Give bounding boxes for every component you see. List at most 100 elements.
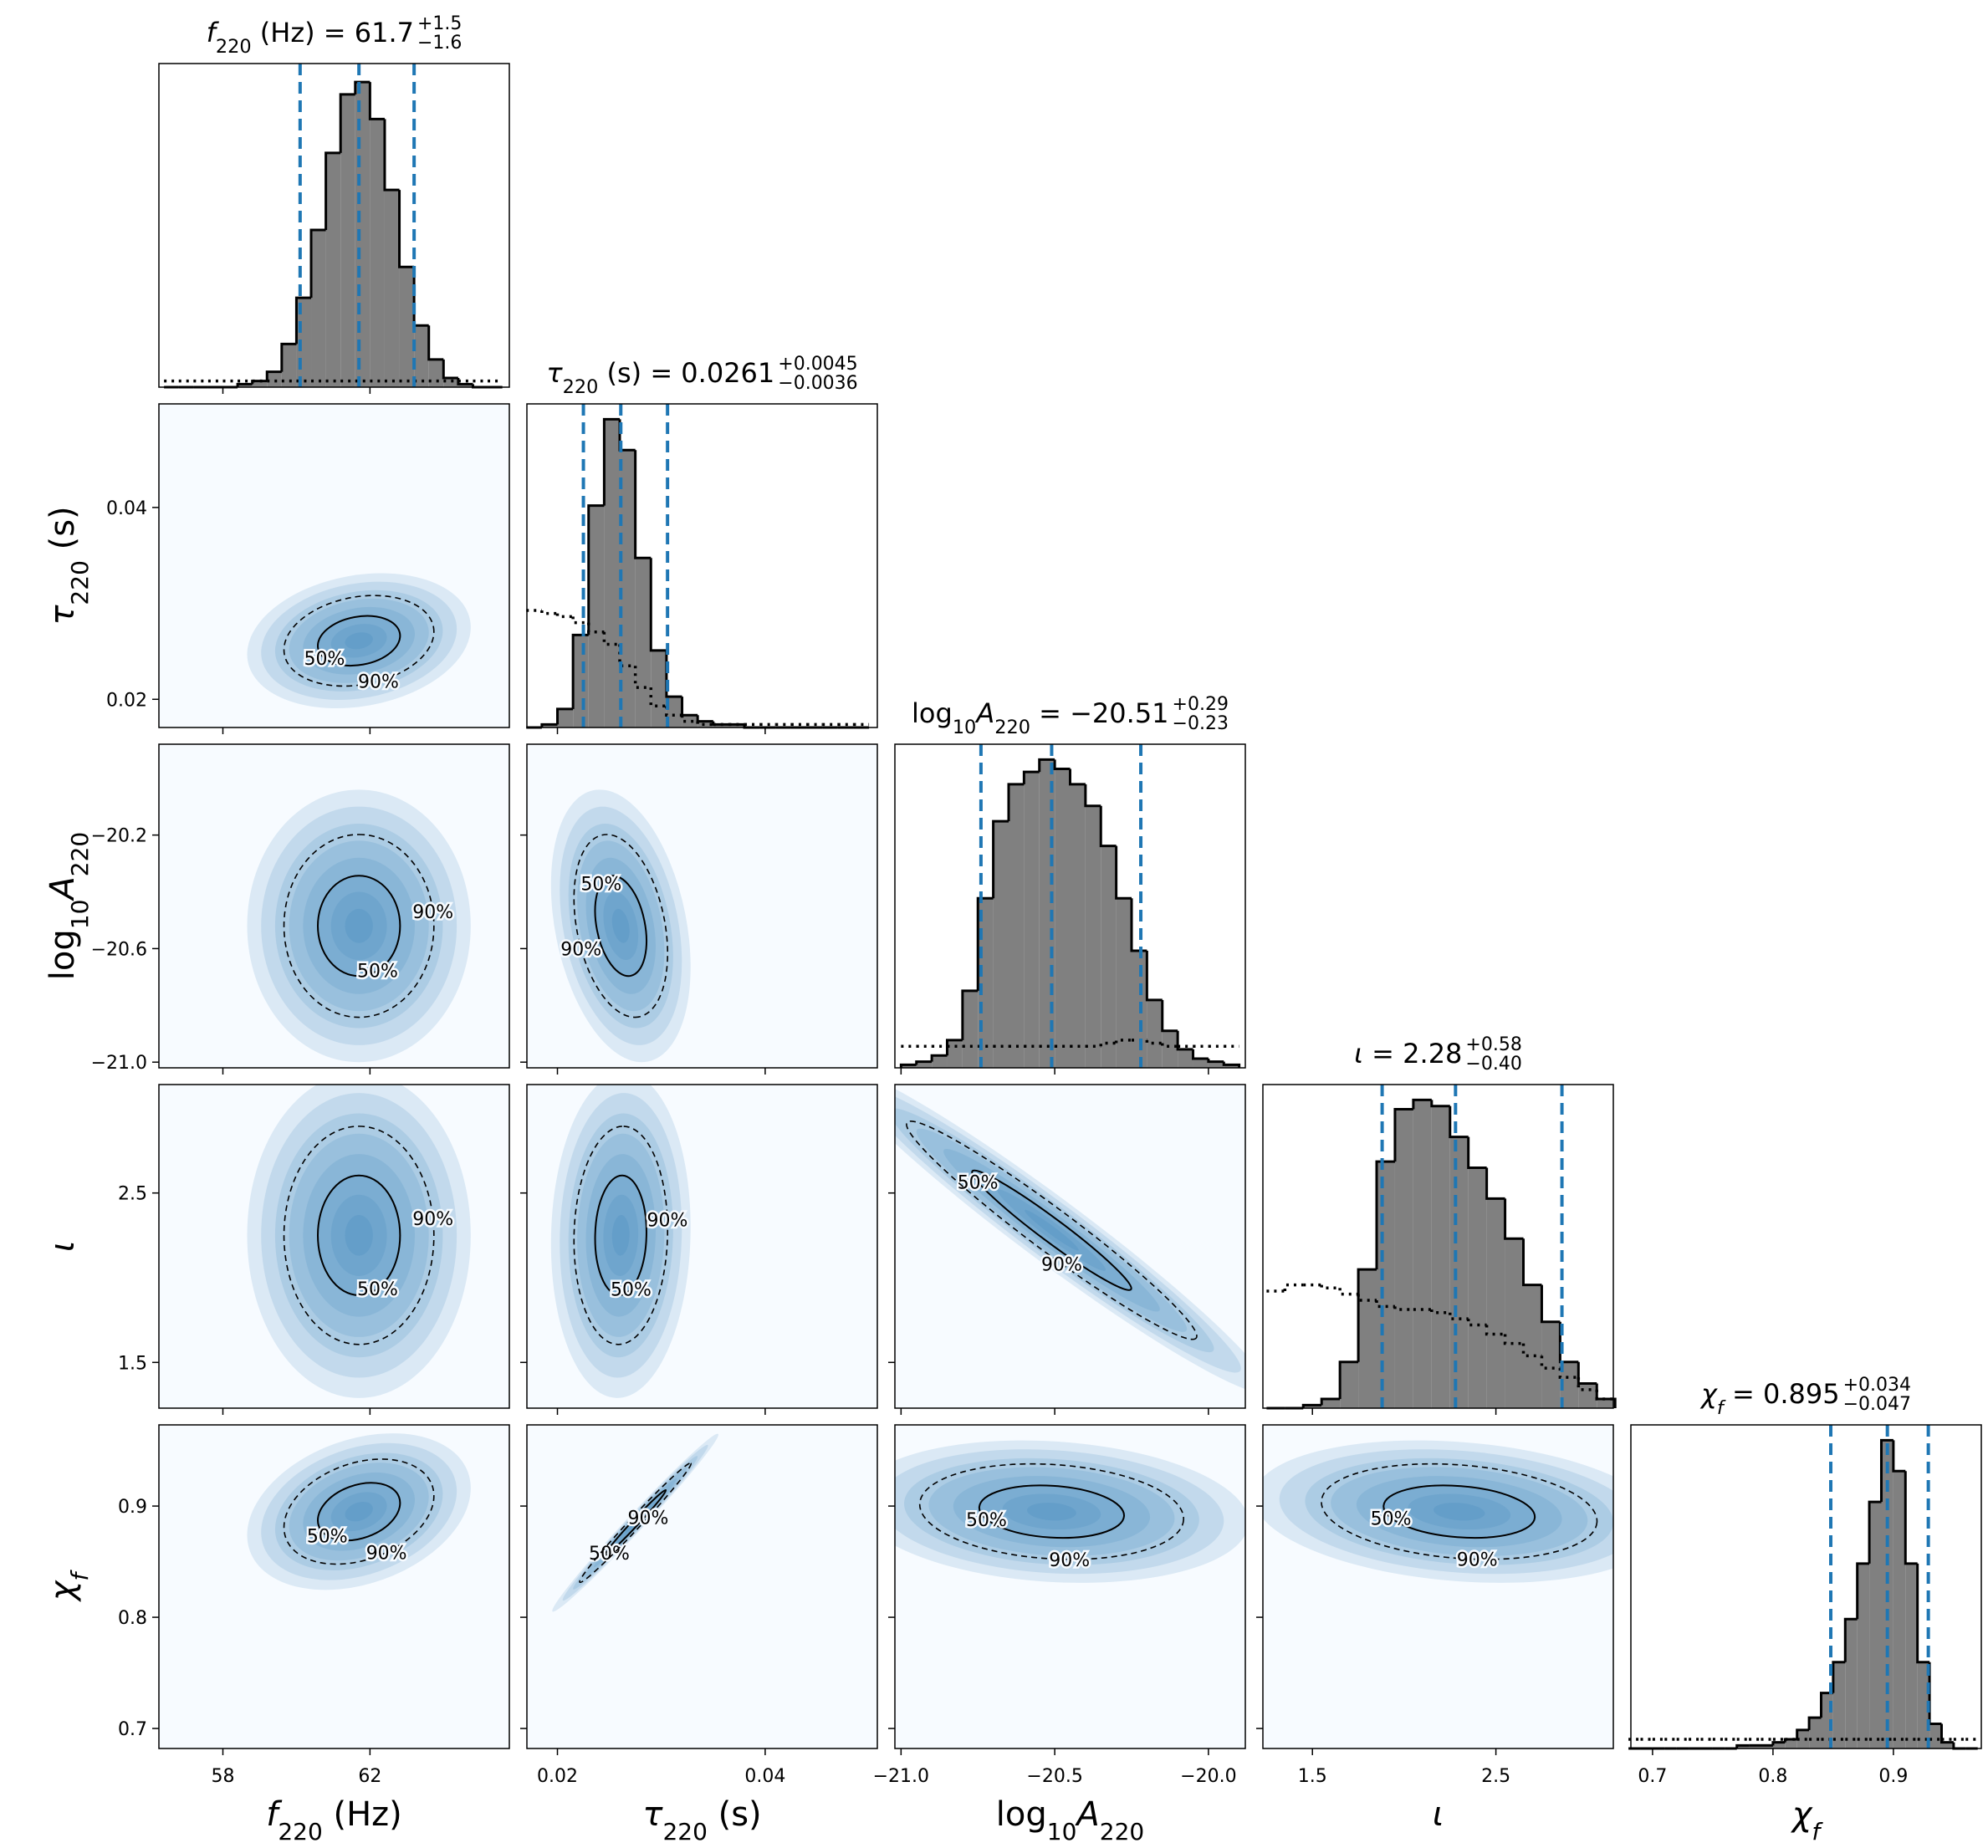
x-axis-label: f220 (Hz) — [266, 1795, 402, 1845]
hist-bar — [1449, 1136, 1469, 1408]
prior-step — [633, 666, 652, 689]
x-axis-label: τ220 (s) — [642, 1795, 761, 1845]
contour-label: 90% — [412, 1209, 453, 1230]
hist-step — [976, 896, 994, 991]
density-layer — [585, 857, 656, 994]
contour-label: 90% — [366, 1543, 407, 1564]
y-axis-label: τ220 (s) — [43, 506, 94, 625]
density-layer — [261, 1093, 457, 1378]
hist-step — [1176, 1030, 1193, 1051]
hist-step — [1522, 1238, 1542, 1287]
hist-bar — [1024, 772, 1040, 1068]
density-layer — [289, 598, 429, 683]
label-part: (Hz) = 61.7 — [252, 17, 414, 48]
density: 50% 90% — [247, 1433, 471, 1590]
hist-step — [1375, 1160, 1395, 1270]
label-part: 220 — [278, 1818, 322, 1845]
y-tick-label: 2.5 — [118, 1184, 147, 1205]
density-layer — [261, 1442, 457, 1580]
density-layer — [330, 891, 387, 961]
label-part: (s) — [43, 506, 82, 560]
hist-bar — [1394, 1109, 1413, 1408]
density-layer — [1027, 1503, 1076, 1521]
hist-bar — [901, 1064, 917, 1068]
label-part: ι — [43, 1241, 82, 1253]
contour — [978, 1484, 1125, 1539]
hist-bar — [1541, 1321, 1561, 1408]
hist-bar — [340, 94, 355, 387]
hist-bar — [573, 635, 589, 727]
panel-frame — [158, 1084, 510, 1409]
hist-step — [1038, 758, 1055, 773]
hist-bar — [1917, 1662, 1930, 1748]
hist-bar — [728, 724, 745, 727]
prior-step — [618, 644, 636, 668]
label-part: = 0.895 — [1724, 1378, 1840, 1410]
prior-step — [1320, 1284, 1341, 1290]
contour-label: 90% — [358, 672, 399, 693]
hist-step — [930, 1054, 948, 1062]
hist-step — [294, 296, 312, 345]
hist-step — [1504, 1198, 1524, 1240]
hist-step — [427, 325, 444, 361]
density-layer — [552, 1433, 718, 1612]
density-layer — [916, 1128, 1188, 1332]
prior-step — [1540, 1355, 1561, 1370]
hist-bar — [1193, 1058, 1209, 1068]
hist-step — [1892, 1440, 1906, 1473]
hist-bar — [1008, 784, 1025, 1068]
hist-step — [383, 119, 400, 191]
density-layer — [261, 581, 457, 700]
hist-step — [1807, 1716, 1822, 1730]
hist-bar — [457, 384, 473, 387]
hist-bar — [962, 990, 979, 1068]
density-layer — [247, 1433, 471, 1590]
contour-label: 50% — [357, 962, 398, 983]
hist-bar — [1505, 1238, 1524, 1408]
title-plus: +1.5 — [417, 13, 462, 34]
hist-step — [368, 82, 385, 120]
contour — [594, 875, 647, 978]
hist-bar — [1303, 1405, 1322, 1408]
hist-step — [1130, 898, 1147, 952]
x-tick-label: 62 — [358, 1766, 381, 1787]
hist-bar — [1178, 1049, 1193, 1068]
hist-step — [1161, 999, 1178, 1033]
y-tick-label: 0.02 — [106, 690, 147, 711]
contour-label: 90% — [1049, 1550, 1090, 1571]
panel-background — [159, 1085, 509, 1408]
title-plus: +0.29 — [1173, 694, 1229, 715]
panel-frame — [1630, 1424, 1982, 1749]
panel-title: f220 (Hz) = 61.7 — [207, 17, 414, 58]
x-tick-label: 0.7 — [1638, 1766, 1667, 1787]
density-layer — [611, 1215, 630, 1256]
density-layer — [604, 1489, 667, 1556]
hist-bar — [1736, 1745, 1750, 1748]
contour-label: 90% — [647, 1210, 688, 1231]
contour — [918, 1463, 1184, 1560]
contour — [971, 1169, 1132, 1291]
hist-step — [1192, 1049, 1209, 1060]
hist-bar — [1845, 1619, 1858, 1748]
prior-step — [1393, 1306, 1413, 1311]
hist-step — [236, 382, 253, 387]
prior-step — [571, 616, 589, 625]
x-tick-label: 2.5 — [1481, 1766, 1510, 1787]
prior-step — [1521, 1343, 1542, 1358]
hist-step — [1084, 784, 1101, 808]
density-layer — [289, 1133, 429, 1337]
contour-label: 90% — [628, 1509, 669, 1529]
hist-step — [696, 715, 713, 723]
density-layer — [274, 590, 443, 692]
prior-step — [540, 610, 558, 615]
contour — [594, 1174, 647, 1296]
density-layer — [303, 857, 416, 994]
hist-bar — [541, 724, 558, 727]
density-layer — [303, 606, 416, 675]
hist-bar — [1085, 805, 1101, 1068]
hist-bar — [1578, 1383, 1597, 1408]
label-part: τ — [642, 1795, 663, 1834]
histogram — [899, 744, 1241, 1068]
prior-step — [555, 613, 574, 619]
label-part: A — [43, 876, 82, 901]
